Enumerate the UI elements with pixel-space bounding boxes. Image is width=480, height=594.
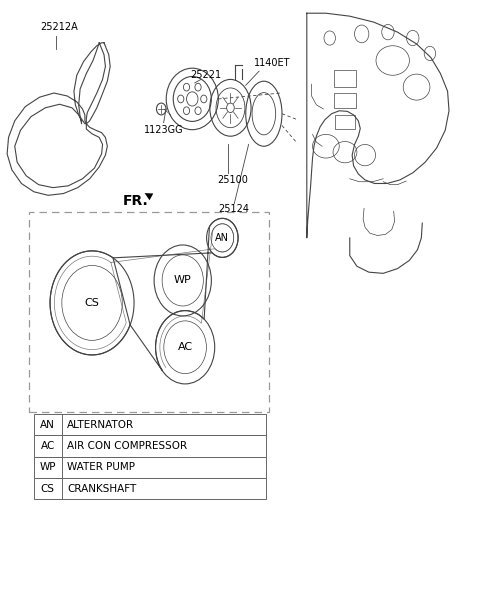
Text: AIR CON COMPRESSOR: AIR CON COMPRESSOR: [67, 441, 187, 451]
Text: 25124: 25124: [218, 204, 250, 214]
Bar: [336, 115, 355, 128]
Text: CS: CS: [41, 484, 55, 494]
Text: AN: AN: [216, 233, 229, 243]
Text: 1123GG: 1123GG: [144, 125, 183, 135]
Text: WP: WP: [39, 462, 56, 472]
Text: AN: AN: [40, 420, 55, 429]
Text: 25100: 25100: [217, 175, 249, 185]
Text: AC: AC: [40, 441, 55, 451]
Text: WATER PUMP: WATER PUMP: [67, 462, 135, 472]
Bar: [34, 478, 266, 499]
Bar: [334, 70, 356, 87]
Bar: [34, 435, 266, 457]
Text: 25221: 25221: [190, 70, 221, 80]
Text: AC: AC: [178, 342, 192, 352]
FancyBboxPatch shape: [29, 213, 269, 412]
Text: ALTERNATOR: ALTERNATOR: [67, 420, 134, 429]
Text: CS: CS: [84, 298, 99, 308]
Bar: [34, 414, 266, 435]
Bar: [34, 457, 266, 478]
Text: WP: WP: [174, 276, 192, 286]
Bar: [334, 93, 356, 108]
Text: CRANKSHAFT: CRANKSHAFT: [67, 484, 136, 494]
Text: 25212A: 25212A: [40, 23, 78, 33]
Text: FR.: FR.: [123, 194, 149, 208]
Text: 1140ET: 1140ET: [254, 58, 291, 68]
